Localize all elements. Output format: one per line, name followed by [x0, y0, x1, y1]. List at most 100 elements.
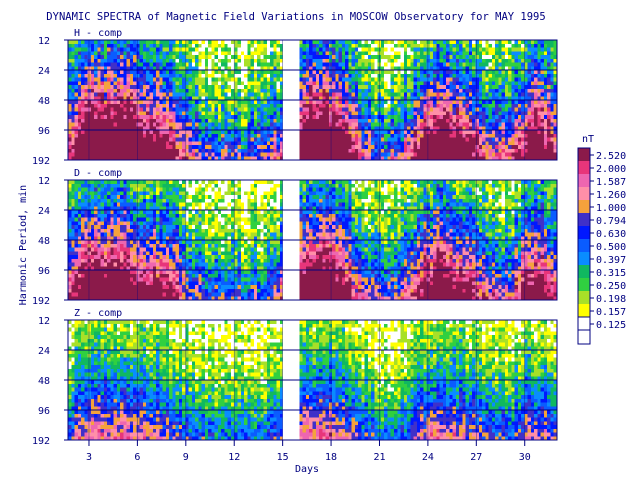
spectrum-cell: [534, 103, 538, 108]
spectrum-cell: [146, 148, 150, 153]
spectrum-cell: [97, 183, 101, 188]
spectrum-cell: [436, 55, 441, 60]
spectrum-cell: [394, 40, 398, 45]
spectrum-cell: [74, 195, 79, 200]
spectrum-cell: [273, 130, 278, 135]
spectrum-cell: [81, 96, 85, 101]
spectrum-cell: [77, 255, 82, 260]
spectrum-cell: [208, 88, 212, 93]
spectrum-cell: [452, 100, 457, 105]
spectrum-cell: [90, 195, 95, 200]
spectrum-cell: [410, 88, 414, 93]
spectrum-cell: [420, 130, 424, 135]
spectrum-cell: [299, 130, 304, 135]
spectrum-cell: [501, 47, 506, 52]
spectrum-cell: [354, 103, 359, 108]
spectrum-cell: [335, 152, 339, 157]
spectrum-cell: [338, 156, 343, 161]
spectrum-cell: [508, 77, 512, 82]
spectrum-cell: [237, 62, 242, 67]
spectrum-cell: [149, 66, 154, 71]
spectrum-cell: [413, 141, 418, 146]
spectrum-cell: [527, 118, 532, 123]
spectrum-cell: [429, 58, 434, 63]
spectrum-cell: [358, 73, 362, 78]
spectrum-cell: [273, 88, 278, 93]
spectrum-cell: [244, 88, 248, 93]
spectrum-cell: [110, 156, 115, 161]
spectrum-cell: [358, 55, 362, 60]
spectrum-cell: [81, 85, 85, 90]
spectrum-cell: [178, 62, 183, 67]
spectrum-cell: [263, 62, 268, 67]
spectrum-cell: [495, 40, 499, 45]
spectrum-cell: [169, 103, 173, 108]
spectrum-cell: [204, 70, 209, 75]
spectrum-cell: [351, 156, 356, 161]
spectrum-cell: [361, 156, 366, 161]
spectrum-cell: [107, 130, 111, 135]
spectrum-cell: [459, 145, 463, 150]
spectrum-cell: [237, 137, 242, 142]
spectrum-cell: [253, 118, 258, 123]
spectrum-cell: [400, 81, 405, 86]
spectrum-cell: [361, 103, 366, 108]
spectrum-cell: [240, 145, 245, 150]
spectrum-cell: [527, 100, 532, 105]
spectrum-cell: [185, 58, 190, 63]
spectrum-cell: [97, 206, 101, 211]
spectrum-cell: [247, 55, 251, 60]
spectrum-cell: [420, 43, 424, 48]
spectrum-cell: [260, 145, 264, 150]
spectrum-cell: [175, 77, 180, 82]
spectrum-cell: [374, 103, 379, 108]
spectrum-cell: [185, 141, 190, 146]
spectrum-cell: [413, 156, 418, 161]
spectrum-cell: [543, 118, 548, 123]
spectrum-cell: [156, 81, 160, 86]
spectrum-cell: [423, 126, 427, 131]
spectrum-cell: [188, 73, 193, 78]
spectrum-cell: [455, 85, 460, 90]
spectrum-cell: [400, 43, 405, 48]
spectrum-cell: [394, 77, 398, 82]
spectrum-cell: [543, 43, 548, 48]
spectrum-cell: [482, 141, 486, 146]
spectrum-cell: [455, 115, 460, 120]
spectrum-cell: [335, 92, 339, 97]
spectrum-cell: [224, 103, 229, 108]
spectrum-cell: [436, 96, 441, 101]
spectrum-cell: [521, 103, 525, 108]
spectrum-cell: [439, 58, 444, 63]
spectrum-cell: [227, 40, 232, 45]
spectrum-cell: [227, 122, 232, 127]
spectrum-cell: [120, 111, 124, 116]
spectrum-cell: [429, 118, 434, 123]
spectrum-cell: [521, 43, 525, 48]
spectrum-cell: [540, 88, 545, 93]
spectrum-cell: [208, 96, 212, 101]
spectrum-cell: [345, 96, 349, 101]
spectrum-cell: [159, 55, 163, 60]
spectrum-cell: [116, 51, 121, 56]
spectrum-cell: [517, 73, 522, 78]
spectrum-cell: [459, 58, 463, 63]
spectrum-cell: [452, 156, 457, 161]
spectrum-cell: [149, 70, 154, 75]
spectrum-cell: [139, 137, 144, 142]
spectrum-cell: [332, 133, 336, 138]
spectrum-cell: [279, 107, 284, 112]
spectrum-cell: [100, 148, 105, 153]
spectrum-cell: [217, 141, 222, 146]
spectrum-cell: [491, 43, 496, 48]
spectrum-cell: [312, 145, 317, 150]
spectrum-cell: [472, 100, 476, 105]
spectrum-cell: [410, 62, 414, 67]
spectrum-cell: [511, 70, 516, 75]
spectrum-cell: [524, 126, 529, 131]
spectrum-cell: [178, 66, 183, 71]
spectrum-cell: [90, 66, 95, 71]
spectrum-cell: [540, 141, 545, 146]
spectrum-cell: [74, 115, 79, 120]
spectrum-cell: [416, 111, 421, 116]
